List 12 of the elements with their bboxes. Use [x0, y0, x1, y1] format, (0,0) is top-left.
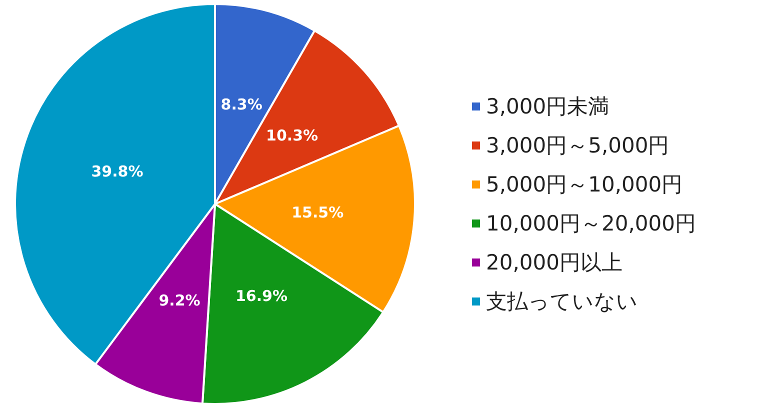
data-label: 9.2% — [158, 292, 200, 310]
data-label: 10.3% — [266, 126, 318, 145]
data-label: 15.5% — [292, 204, 344, 222]
legend-label: 20,000円以上 — [486, 250, 622, 274]
legend-label: 10,000円～20,000円 — [486, 212, 696, 236]
legend-label: 3,000円～5,000円 — [486, 134, 670, 158]
data-label: 8.3% — [220, 95, 262, 114]
data-label: 16.9% — [235, 286, 288, 305]
legend-label: 5,000円～10,000円 — [486, 172, 683, 196]
data-label: 39.8% — [91, 162, 144, 181]
legend-label: 支払っていない — [486, 290, 638, 314]
legend-label: 3,000円未満 — [486, 94, 610, 118]
